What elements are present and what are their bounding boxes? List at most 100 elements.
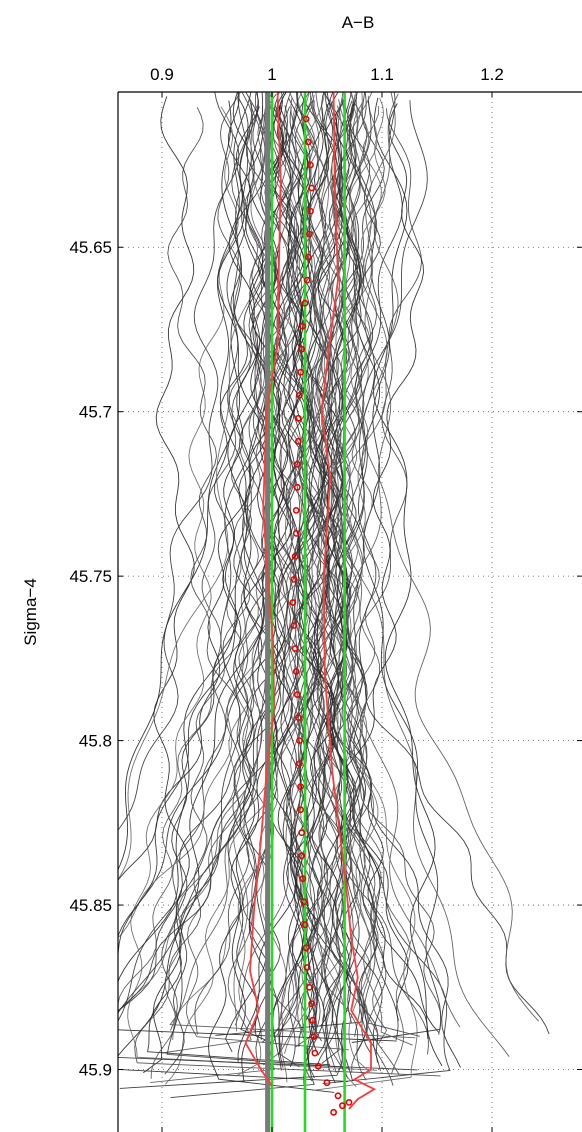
profile-line [276, 92, 442, 1035]
mean-point [304, 253, 312, 261]
mean-point [301, 921, 309, 929]
axes: 0.9 1 1.1 1.2 45.65 45.7 45.75 45.8 45.85 45.9 [69, 65, 582, 1132]
profile-line [194, 100, 292, 1035]
profile-line [233, 100, 320, 1032]
mean-point [294, 437, 302, 445]
x-tick-label: 1 [267, 65, 276, 84]
profile-line [161, 92, 252, 1031]
x-tick-label: 1.2 [480, 65, 504, 84]
mean-point [291, 645, 299, 652]
mean-point [296, 391, 303, 399]
profile-line [288, 92, 461, 1068]
mean-point [293, 460, 301, 468]
profile-line [228, 106, 440, 1034]
profile-line [291, 92, 352, 1078]
profile-line [291, 92, 372, 1073]
profile-line [267, 104, 451, 1085]
profile-line [118, 107, 324, 960]
mean-point [298, 829, 306, 837]
profile-line [164, 106, 313, 1075]
mean-point [308, 1000, 315, 1008]
profile-line [321, 92, 376, 1064]
profile-line [308, 92, 348, 1084]
profile-line [285, 92, 328, 1070]
mean-point [297, 783, 304, 790]
profile-line [272, 92, 308, 1071]
mean-point [305, 983, 313, 991]
upper-bound-line [320, 92, 377, 1110]
profile-line [127, 106, 377, 1071]
mean-point [299, 322, 307, 330]
profile-line [234, 94, 372, 1026]
profile-line [304, 92, 349, 1079]
profile-line [118, 100, 395, 1042]
mean-point [298, 852, 306, 860]
profile-line [118, 97, 358, 1014]
mean-point [294, 714, 302, 721]
mean-point [330, 1108, 337, 1116]
mean-point [293, 691, 301, 698]
mean-point [297, 806, 304, 814]
mean-point [290, 622, 298, 629]
profile-line [172, 97, 386, 1041]
lower-bound-line [244, 92, 282, 1087]
profile-line [118, 92, 349, 1082]
x-tick-label: 1.1 [370, 65, 394, 84]
profile-line [118, 100, 418, 1071]
mean-point [334, 1092, 342, 1100]
profile-line [166, 92, 349, 1068]
mean-point [307, 207, 314, 215]
mean-point [296, 737, 303, 744]
mean-point [345, 1099, 353, 1106]
profile-line [373, 97, 443, 1067]
mean-point [298, 345, 306, 353]
profile-line [118, 92, 385, 1012]
mean-point [293, 483, 301, 491]
profile-line [207, 92, 335, 1093]
mean-point [300, 898, 308, 906]
profile-line [307, 96, 347, 1056]
mean-point [338, 1102, 346, 1110]
mean-point [303, 964, 311, 971]
profile-line [290, 97, 413, 1046]
mean-point [289, 599, 297, 606]
profile-line [186, 101, 349, 1051]
profile-line [301, 92, 396, 1032]
profile-line [227, 105, 305, 1043]
profile-line [143, 96, 195, 1074]
profile-line [312, 105, 418, 1091]
mean-point [323, 1079, 331, 1087]
profile-line [118, 92, 297, 1007]
mean-point [304, 138, 312, 146]
mean-point [307, 161, 314, 169]
mean-point [294, 414, 302, 422]
mean-point [301, 299, 309, 307]
mean-point [308, 184, 315, 192]
mean-point [314, 1062, 322, 1070]
mean-point [309, 1016, 317, 1024]
mean-point [290, 576, 298, 583]
y-tick-label: 45.75 [69, 567, 112, 586]
profile-line [232, 92, 319, 1079]
mean-point [305, 230, 313, 238]
x-axis-title: A−B [342, 13, 375, 32]
mean-point [292, 530, 300, 537]
mean-point [297, 368, 304, 376]
x-tick-label: 0.9 [150, 65, 174, 84]
y-tick-label: 45.85 [69, 896, 112, 915]
y-axis-title: Sigma−4 [21, 578, 40, 646]
y-tick-label: 45.7 [79, 403, 112, 422]
profile-line [320, 103, 424, 1027]
mean-point [292, 668, 300, 675]
profile-line [147, 92, 331, 1066]
profile-line [287, 92, 403, 1068]
profile-line [271, 106, 461, 1028]
mean-point [302, 115, 310, 123]
y-tick-label: 45.65 [69, 238, 112, 257]
mean-point [292, 506, 300, 514]
mean-point [299, 875, 307, 883]
series-layer [244, 92, 377, 1132]
profile-line [167, 107, 313, 1082]
profile-line [268, 92, 331, 1068]
